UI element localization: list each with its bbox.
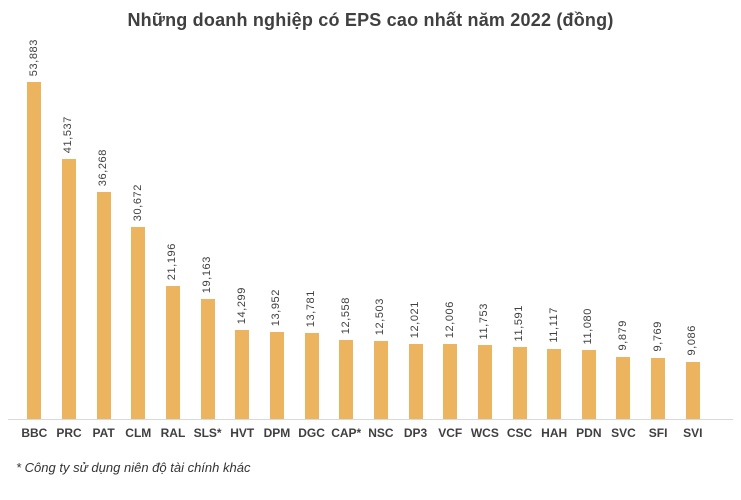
bar-column-CLM: 30,672: [121, 31, 156, 419]
bar-column-SVC: 9,879: [606, 31, 641, 419]
bar: [408, 344, 423, 419]
bar: [373, 341, 388, 419]
value-label: 13,781: [305, 289, 318, 327]
category-label: WCS: [470, 426, 499, 440]
bar-column-HVT: 14,299: [225, 31, 260, 419]
chart-title: Những doanh nghiệp có EPS cao nhất năm 2…: [127, 10, 614, 30]
footnote: * Công ty sử dụng niên độ tài chính khác: [16, 460, 251, 475]
bar: [269, 332, 284, 419]
value-label: 41,537: [62, 115, 75, 153]
category-label: HAH: [541, 426, 568, 440]
category-label: RAL: [160, 426, 186, 440]
bar-column-DGC: 13,781: [294, 31, 329, 419]
bar: [581, 350, 596, 419]
value-label: 12,558: [339, 296, 352, 334]
value-label: 11,753: [478, 302, 491, 339]
bar: [651, 358, 666, 419]
category-label: VCF: [438, 426, 463, 440]
bar-column-SFI: 9,769: [641, 31, 676, 419]
bar-column-WCS: 11,753: [468, 31, 503, 419]
value-label: 9,879: [616, 320, 629, 351]
value-label: 36,268: [97, 148, 110, 186]
bar-column-NSC: 12,503: [364, 31, 399, 419]
bar-column-PDN: 11,080: [572, 31, 607, 419]
category-label: DGC: [298, 426, 325, 440]
bar: [27, 82, 42, 419]
bar-column-VCF: 12,006: [433, 31, 468, 419]
value-label: 21,196: [166, 242, 179, 280]
category-label: DP3: [403, 426, 428, 440]
category-label: SLS*: [193, 426, 222, 440]
value-label: 11,591: [513, 304, 526, 341]
value-label: 11,117: [547, 307, 560, 343]
category-label: DPM: [263, 426, 291, 440]
category-label: PRC: [56, 426, 82, 440]
bar-column-SVI: 9,086: [675, 31, 710, 419]
value-label: 14,299: [235, 286, 248, 324]
bar-column-RAL: 21,196: [156, 31, 191, 419]
value-label: 30,672: [131, 183, 144, 221]
bar-column-PAT: 36,268: [86, 31, 121, 419]
bar: [685, 362, 700, 419]
value-label: 9,086: [686, 325, 699, 356]
category-label: CSC: [506, 426, 533, 440]
bar: [512, 347, 527, 419]
bar-column-CSC: 11,591: [502, 31, 537, 419]
bar: [96, 192, 111, 419]
bar: [235, 330, 250, 419]
bar-column-DPM: 13,952: [260, 31, 295, 419]
bar: [131, 227, 146, 419]
bar-column-HAH: 11,117: [537, 31, 572, 419]
bar: [200, 299, 215, 419]
value-label: 12,006: [443, 300, 456, 338]
value-label: 19,163: [201, 255, 214, 293]
category-label: SVC: [611, 426, 636, 440]
bar: [616, 357, 631, 419]
category-label: BBC: [21, 426, 48, 440]
bar-column-DP3: 12,021: [398, 31, 433, 419]
bar: [304, 333, 319, 419]
bar: [61, 159, 76, 419]
bar-column-BBC: 53,883: [17, 31, 52, 419]
bar: [165, 286, 180, 419]
plot-area: 53,883 41,537 36,268 30,672 21,196 19,163 14,2…: [8, 31, 733, 420]
bar-column-CAP*: 12,558: [329, 31, 364, 419]
category-label: PDN: [576, 426, 602, 440]
category-label: SVI: [683, 426, 703, 440]
category-label: HVT: [230, 426, 255, 440]
value-label: 12,503: [374, 297, 387, 335]
category-label: PAT: [92, 426, 115, 440]
category-label: CAP*: [331, 426, 362, 440]
bar: [547, 349, 562, 419]
value-label: 11,080: [582, 307, 595, 344]
bars-row: 53,883 41,537 36,268 30,672 21,196 19,163 14,2…: [8, 31, 733, 419]
value-label: 12,021: [409, 300, 422, 338]
category-axis: BBC PRC PAT CLM RAL SLS* HVT DPM DGC CAP* NSC DP3 VC…: [8, 420, 733, 440]
category-label: NSC: [368, 426, 394, 440]
bar: [339, 340, 354, 419]
value-label: 53,883: [27, 38, 40, 76]
bar-column-SLS*: 19,163: [190, 31, 225, 419]
bar: [477, 345, 492, 419]
category-label: CLM: [125, 426, 152, 440]
value-label: 9,769: [651, 321, 664, 352]
value-label: 13,952: [270, 288, 283, 326]
bar-column-PRC: 41,537: [52, 31, 87, 419]
bar: [443, 344, 458, 419]
category-label: SFI: [648, 426, 668, 440]
